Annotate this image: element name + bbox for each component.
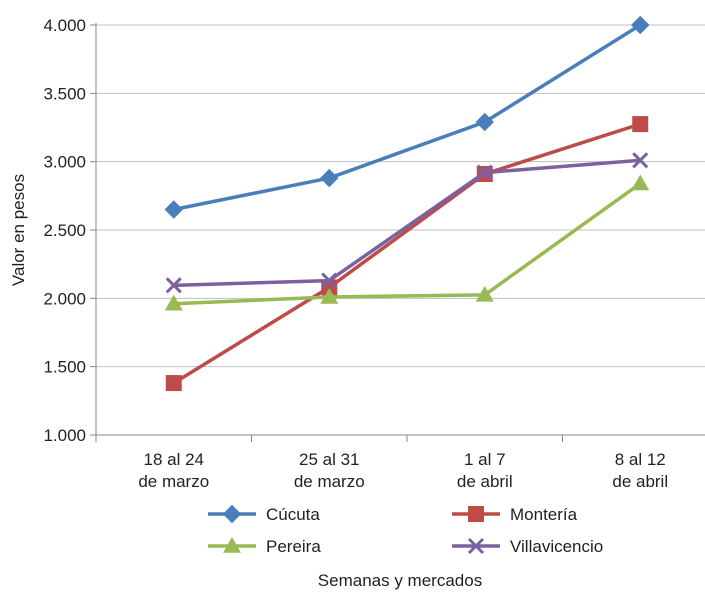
y-tick-label: 1.000 (43, 426, 86, 445)
y-tick-label: 2.500 (43, 221, 86, 240)
x-axis-label: Semanas y mercados (318, 571, 482, 590)
series-line-pereira (173, 182, 642, 306)
data-point-monteria (165, 375, 182, 392)
legend-item-cucuta: Cúcuta (208, 504, 320, 524)
x-tick-labels: 18 al 24 de marzo 25 al 31 de marzo 1 al 7 de… (138, 450, 668, 491)
legend-marker (223, 537, 241, 553)
x-tick-label: 18 al 24 (144, 450, 205, 469)
legend-label: Cúcuta (266, 505, 320, 524)
legend-label: Pereira (266, 537, 321, 556)
data-point-monteria (632, 116, 649, 133)
series-line-cucuta (173, 23, 642, 212)
data-point-pereira (475, 285, 494, 302)
legend-item-monteria: Montería (452, 505, 578, 524)
legend-label: Montería (510, 505, 578, 524)
data-point-villavicencio (165, 277, 182, 294)
x-tick-label: 1 al 7 (464, 450, 506, 469)
gridlines (90, 24, 705, 436)
data-point-villavicencio (476, 164, 493, 181)
y-tick-label: 2.000 (43, 289, 86, 308)
y-tick-label: 4.000 (43, 16, 86, 35)
legend-marker (222, 504, 242, 524)
x-tick-label: de marzo (294, 472, 365, 491)
legend-marker (468, 506, 484, 522)
x-tick-label: 8 al 12 (615, 450, 666, 469)
data-point-pereira (320, 287, 339, 304)
x-tick-label: de abril (612, 472, 668, 491)
series-cucuta (164, 15, 650, 219)
data-point-villavicencio (632, 152, 649, 169)
y-axis-label: Valor en pesos (9, 174, 28, 286)
legend-item-pereira: Pereira (208, 537, 321, 556)
legend: Cúcuta Montería Pereira Villavicencio (208, 504, 603, 556)
y-tick-label: 3.500 (43, 84, 86, 103)
x-tick-label: de abril (457, 472, 513, 491)
series-line-villavicencio (173, 158, 641, 288)
legend-marker (467, 537, 485, 555)
axes (95, 23, 705, 442)
legend-label: Villavicencio (510, 537, 603, 556)
data-point-cucuta (475, 112, 494, 132)
y-tick-labels: 1.000 1.500 2.000 2.500 3.000 3.500 4.000 (43, 16, 86, 445)
x-tick-label: de marzo (138, 472, 209, 491)
series-group (164, 15, 650, 392)
y-tick-label: 1.500 (43, 358, 86, 377)
data-point-pereira (631, 174, 650, 191)
series-line-monteria (172, 122, 641, 385)
data-point-pereira (164, 294, 183, 311)
series-monteria (165, 116, 649, 392)
data-point-cucuta (164, 200, 183, 219)
legend-item-villavicencio: Villavicencio (452, 537, 603, 556)
data-point-cucuta (320, 168, 339, 188)
x-tick-label: 25 al 31 (299, 450, 360, 469)
series-pereira (164, 174, 650, 311)
data-point-cucuta (631, 15, 650, 35)
data-point-villavicencio (321, 272, 338, 289)
y-tick-label: 3.000 (43, 153, 86, 172)
series-villavicencio (165, 152, 649, 294)
